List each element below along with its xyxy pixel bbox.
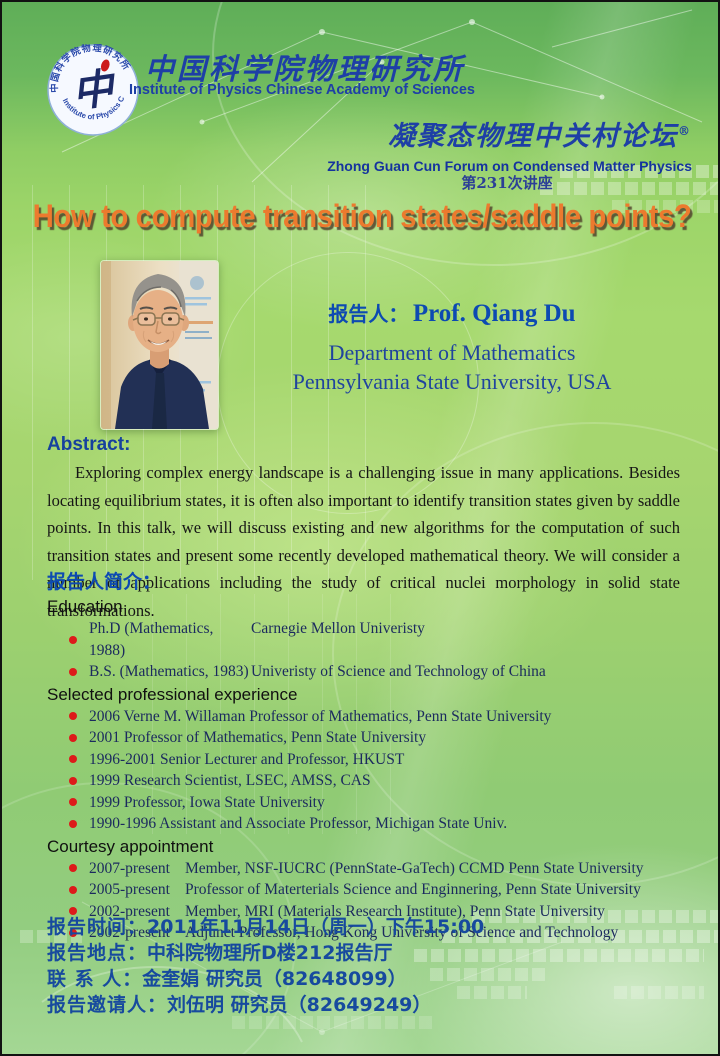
footer-value: 刘伍明 研究员（82649249）	[167, 994, 432, 1016]
speaker-department: Department of Mathematics	[328, 340, 576, 365]
bio-item: Ph.D (Mathematics, 1988) Carnegie Mellon …	[47, 618, 687, 661]
bio-item-primary: 1990-1996 Assistant and Associate Profes…	[89, 815, 508, 832]
footer-line: 报告时间：2011年11月14日（周一）下午15:00	[47, 914, 707, 940]
bio-item-secondary: Member, MRI (Materials Research Institut…	[185, 902, 605, 920]
pixel-strip-decoration	[232, 1016, 432, 1029]
bio-item-primary: 2005-present	[89, 881, 170, 898]
bio-item-secondary: Adjunct Professor, Hong Kong University …	[185, 924, 619, 941]
bio-item: 1999 Research Scientist, LSEC, AMSS, CAS	[47, 770, 687, 792]
footer-value: 金奎娟 研究员（82648099）	[142, 968, 407, 990]
footer-value: 2011年11月14日（周一）下午15:00	[147, 916, 485, 938]
abstract-heading: Abstract:	[47, 434, 131, 455]
bio-item-secondary: Professor of Materterials Science and En…	[185, 881, 641, 898]
logo-red-dot	[100, 59, 110, 72]
pixel-strip-decoration	[457, 986, 527, 999]
speaker-university: Pennsylvania State University, USA	[292, 369, 612, 394]
bio-item-primary: 1999 Research Scientist, LSEC, AMSS, CAS	[89, 772, 371, 789]
bio-item: 2006 Verne M. Willaman Professor of Math…	[47, 706, 687, 728]
bio-section-title: Selected professional experience	[47, 684, 298, 704]
speaker-name: Prof. Qiang Du	[412, 300, 576, 327]
bullet-icon	[69, 819, 77, 828]
talk-title: How to compute transition states/saddle …	[32, 198, 692, 234]
bio-item: 1996-2001 Senior Lecturer and Professor,…	[47, 749, 687, 771]
footer-label: 报告时间：	[47, 916, 148, 938]
bullet-icon	[69, 667, 77, 676]
footer-line: 报告邀请人：刘伍明 研究员（82649249）	[47, 992, 707, 1018]
bio-item-secondary: Member, NSF-IUCRC (PennState-GaTech) CCM…	[185, 859, 644, 877]
bio-item: 2005-present Professor of Materterials Sc…	[47, 879, 687, 901]
bio-item: 2001 Professor of Mathematics, Penn Stat…	[47, 727, 687, 749]
bullet-icon	[69, 712, 77, 721]
lecture-number: 第231次讲座	[461, 174, 553, 192]
bullet-icon	[69, 776, 77, 785]
bio-section-title: Education	[47, 597, 123, 616]
abstract-section: Abstract: Exploring complex energy lands…	[47, 434, 680, 624]
pixel-strip-decoration	[430, 968, 545, 981]
bio-item-primary: 2007-present	[89, 859, 170, 877]
pixel-strip-decoration	[20, 930, 82, 943]
footer-value: 中科院物理所D楼212报告厅	[147, 942, 393, 964]
bio-item-primary: 2002-present	[89, 924, 170, 941]
abstract-text: Exploring complex energy landscape is a …	[47, 463, 680, 620]
pixel-strip-decoration	[414, 949, 704, 962]
bullet-icon	[69, 755, 77, 764]
bio-item-secondary: Univeristy of Science and Technology of …	[251, 663, 546, 680]
pixel-strip-decoration	[472, 910, 718, 923]
bio-item-primary: 2001 Professor of Mathematics, Penn Stat…	[89, 729, 427, 746]
bio-item: 1999 Professor, Iowa State University	[47, 792, 687, 814]
speaker-line: 报告人： Prof. Qiang Du	[217, 298, 687, 328]
footer-label: 报告地点：	[47, 942, 148, 964]
bio-heading: 报告人简介：	[47, 571, 162, 593]
bio-item-primary: 2006 Verne M. Willaman Professor of Math…	[89, 707, 552, 725]
bullet-icon	[69, 864, 77, 873]
bullet-icon	[69, 733, 77, 742]
pixel-strip-decoration	[442, 930, 718, 943]
bio-item-primary: 2002-present	[89, 902, 170, 920]
bio-item: 2007-present Member, NSF-IUCRC (PennState…	[47, 858, 687, 880]
bio-item-primary: 1996-2001 Senior Lecturer and Professor,…	[89, 750, 405, 768]
bullet-icon	[69, 907, 77, 916]
footer-label: 报告邀请人：	[47, 994, 168, 1016]
bio-sections: Education Ph.D (Mathematics, 1988) Carnegi…	[47, 596, 687, 944]
forum-block: 凝聚态物理中关村论坛® Zhong Guan Cun Forum on Cond…	[327, 114, 692, 174]
bio-item: 2002-present Adjunct Professor, Hong Kong…	[47, 922, 687, 944]
bullet-icon	[69, 885, 77, 894]
pixel-strip-decoration	[614, 986, 704, 999]
forum-name-text: 凝聚态物理中关村论坛	[388, 121, 678, 152]
bio-item: B.S. (Mathematics, 1983) Univeristy of Sc…	[47, 661, 687, 683]
bio-item-secondary: Carnegie Mellon Univeristy	[251, 620, 425, 637]
footer-line: 报告地点：中科院物理所D楼212报告厅	[47, 940, 707, 966]
footer-info: 报告时间：2011年11月14日（周一）下午15:00 报告地点：中科院物理所D楼…	[47, 914, 707, 1018]
pixel-strip-decoration	[540, 182, 718, 195]
bio-item: 2002-present Member, MRI (Materials Resea…	[47, 901, 687, 923]
speaker-portrait-illustration	[101, 261, 218, 429]
registered-mark: ®	[678, 124, 692, 138]
institute-name-chinese: 中国科学院物理研究所	[144, 52, 465, 86]
bio-item-primary: 1999 Professor, Iowa State University	[89, 793, 325, 811]
institute-name-english: Institute of Physics Chinese Academy of …	[129, 82, 475, 98]
pixel-strip-decoration	[560, 165, 718, 178]
speaker-label: 报告人：	[328, 302, 409, 326]
bullet-icon	[69, 798, 77, 807]
pixel-strip-decoration	[612, 200, 718, 213]
bullet-icon	[69, 635, 77, 644]
bio-item: 1990-1996 Assistant and Associate Profes…	[47, 813, 687, 835]
forum-name-english: Zhong Guan Cun Forum on Condensed Matter…	[327, 158, 692, 174]
footer-label: 联 系 人：	[47, 968, 143, 990]
bio-item-primary: Ph.D (Mathematics, 1988)	[89, 620, 214, 659]
bio-section-title: Courtesy appointment	[47, 836, 214, 856]
bullet-icon	[69, 928, 77, 937]
speaker-info: 报告人： Prof. Qiang Du Department of Mathem…	[217, 298, 687, 395]
bio-section: 报告人简介： Education Ph.D (Mathematics, 1988)…	[47, 569, 687, 944]
bio-item-primary: B.S. (Mathematics, 1983)	[89, 663, 249, 680]
speaker-photo	[100, 260, 219, 430]
institute-logo: 中国科学院物理研究所 Institute of Physics CAS 中	[47, 44, 139, 136]
footer-line: 联 系 人：金奎娟 研究员（82648099）	[47, 966, 707, 992]
forum-name-chinese: 凝聚态物理中关村论坛®	[327, 114, 692, 153]
